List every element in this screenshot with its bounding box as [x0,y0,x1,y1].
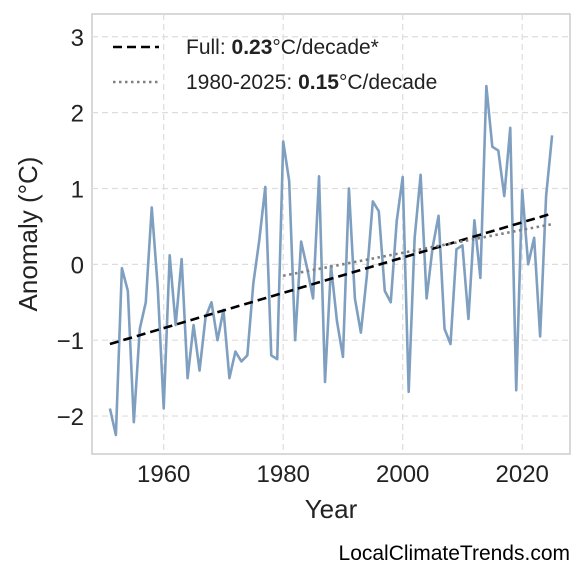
x-tick-label: 2020 [496,461,549,488]
tick-labels: 1960 1980 2000 2020 −2 −1 0 1 2 3 [57,25,549,488]
x-axis-title: Year [305,494,358,524]
legend-label-recent-trend: 1980-2025: 0.15°C/decade [186,71,437,94]
y-tick-label: 2 [71,101,84,128]
y-tick-label: −2 [57,404,84,431]
x-tick-label: 1960 [137,461,190,488]
series-line-trend-recent [282,222,553,277]
x-tick-label: 2000 [376,461,429,488]
plot-series [108,84,554,437]
source-watermark: LocalClimateTrends.com [339,542,570,565]
y-tick-label: 1 [71,176,84,203]
y-tick-label: 3 [71,25,84,52]
plot-area-background [91,13,571,455]
legend: Full: 0.23°C/decade* 1980-2025: 0.15°C/d… [113,36,437,94]
grid-lines [92,14,570,454]
series-line-trend-full [109,212,553,346]
x-tick-label: 1980 [257,461,310,488]
legend-label-full-trend: Full: 0.23°C/decade* [186,36,379,59]
y-tick-label: 0 [71,252,84,279]
y-tick-label: −1 [57,328,84,355]
y-axis-title: Anomaly (°C) [13,157,43,312]
